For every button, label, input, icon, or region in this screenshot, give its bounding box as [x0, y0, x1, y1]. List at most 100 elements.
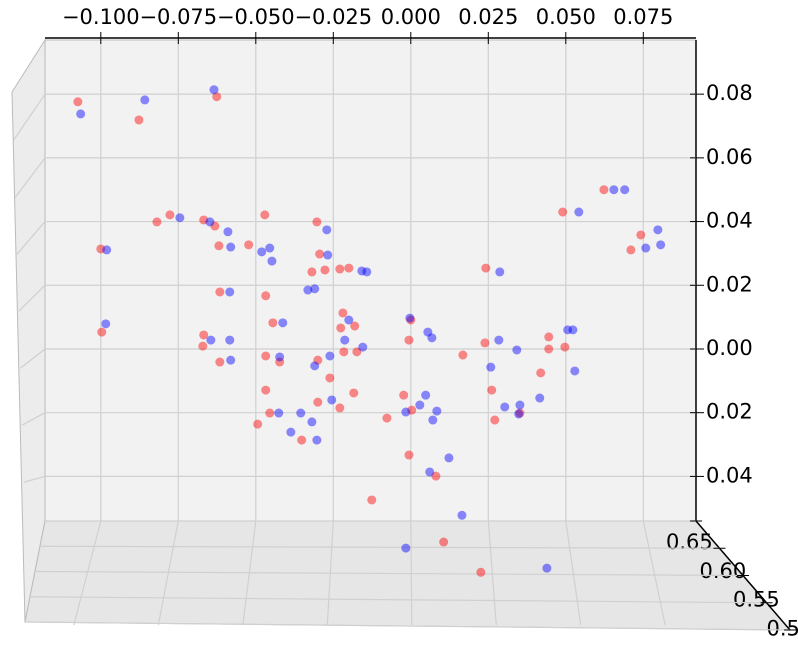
grid-line — [29, 596, 767, 604]
point — [140, 95, 150, 105]
x-tick-label: 0.050 — [536, 5, 596, 29]
point — [514, 409, 524, 419]
point — [210, 221, 220, 231]
point — [310, 361, 320, 371]
point — [274, 408, 284, 418]
grid-line — [12, 93, 46, 141]
point — [367, 495, 377, 505]
grid-line — [23, 475, 46, 483]
point — [382, 413, 392, 423]
point — [335, 264, 345, 274]
y-tick-label: 0.60 — [700, 559, 747, 583]
point — [406, 315, 416, 325]
point — [165, 210, 175, 220]
point — [199, 330, 209, 340]
point — [96, 244, 106, 254]
point — [265, 408, 275, 418]
point — [278, 318, 288, 328]
grid-line — [642, 520, 666, 626]
point — [338, 308, 348, 318]
grid-line — [34, 570, 744, 577]
point — [152, 217, 162, 227]
grid-line — [24, 621, 791, 631]
point — [261, 351, 271, 361]
point — [653, 225, 663, 235]
y-tick-label: 0.65 — [666, 530, 713, 554]
point — [344, 315, 354, 325]
point — [322, 225, 332, 235]
back-pane — [44, 39, 697, 522]
point — [315, 249, 325, 259]
z-tick-label: 0.02 — [706, 400, 753, 424]
left-pane — [11, 38, 46, 623]
point — [515, 408, 525, 418]
point — [636, 230, 646, 240]
x-tick-label: −0.050 — [217, 5, 295, 29]
point — [313, 397, 323, 407]
grid-line — [487, 520, 497, 626]
point — [512, 345, 522, 355]
point — [225, 335, 235, 345]
point — [244, 240, 254, 250]
point — [212, 92, 222, 102]
z-tick-label: 0.04 — [706, 209, 753, 233]
grid-line — [157, 520, 179, 626]
point — [425, 467, 435, 477]
point — [570, 366, 580, 376]
point — [544, 344, 554, 354]
point — [261, 291, 271, 301]
point — [494, 335, 504, 345]
point — [544, 332, 554, 342]
point — [457, 510, 467, 520]
point — [404, 335, 414, 345]
point — [257, 247, 267, 257]
point — [500, 402, 510, 412]
point — [260, 210, 270, 220]
point — [641, 243, 651, 253]
point — [427, 333, 437, 343]
point — [515, 400, 525, 410]
point — [626, 245, 636, 255]
point — [313, 355, 323, 365]
point — [206, 335, 216, 345]
point — [226, 355, 236, 365]
point — [214, 241, 224, 251]
z-tick-label: 0.04 — [706, 463, 753, 487]
point — [101, 319, 111, 329]
point — [209, 85, 219, 95]
point — [225, 287, 235, 297]
point — [439, 537, 449, 547]
point — [275, 357, 285, 367]
point — [307, 267, 317, 277]
point — [340, 335, 350, 345]
point — [444, 453, 454, 463]
point — [215, 287, 225, 297]
point — [312, 435, 322, 445]
grid-line — [19, 348, 46, 369]
point — [307, 417, 317, 427]
grid-line — [14, 157, 46, 198]
grid-line — [21, 412, 46, 426]
x-tick-label: −0.100 — [62, 5, 140, 29]
point — [357, 266, 367, 276]
point — [421, 390, 431, 400]
point — [495, 267, 505, 277]
point — [344, 263, 354, 273]
x-tick-label: 0.000 — [381, 5, 441, 29]
point — [352, 347, 362, 357]
point — [303, 285, 313, 295]
point — [481, 263, 491, 273]
point — [97, 327, 107, 337]
point — [134, 115, 144, 125]
point — [486, 362, 496, 372]
z-tick-label: 0.08 — [706, 81, 753, 105]
point — [102, 245, 112, 255]
point — [297, 435, 307, 445]
point — [609, 185, 619, 195]
point — [253, 419, 263, 429]
grid-line — [39, 545, 720, 549]
point — [323, 250, 333, 260]
point — [563, 325, 573, 335]
point — [325, 373, 335, 383]
